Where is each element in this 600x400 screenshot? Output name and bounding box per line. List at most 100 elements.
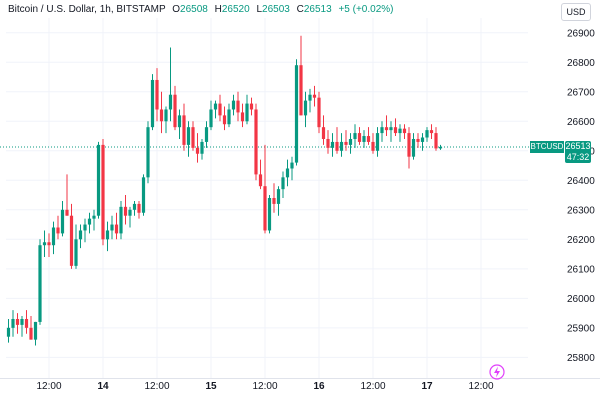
- candle-body: [56, 227, 60, 234]
- candle-body: [60, 209, 65, 234]
- y-tick-label: 25900: [567, 323, 595, 334]
- candle-body: [407, 133, 411, 157]
- candle-body: [357, 133, 362, 142]
- candle-body: [141, 177, 146, 213]
- candle-body: [92, 215, 96, 219]
- candle-body: [96, 144, 101, 216]
- candle-body: [227, 109, 231, 125]
- candle-body: [294, 65, 299, 163]
- candle-body: [308, 94, 312, 101]
- candle-body: [51, 227, 56, 246]
- candle-body: [267, 198, 272, 231]
- candle-body: [389, 127, 393, 131]
- candle-body: [47, 242, 51, 246]
- bar-countdown: 47:32: [566, 151, 590, 162]
- y-tick-label: 26800: [567, 58, 595, 69]
- currency-button[interactable]: USD: [561, 3, 591, 21]
- candle-body: [29, 327, 33, 340]
- y-tick-label: 25800: [567, 353, 595, 364]
- x-tick-label: 12:00: [252, 381, 277, 392]
- x-tick-label: 12:00: [360, 381, 385, 392]
- y-tick-label: 26900: [567, 28, 595, 39]
- candle-body: [272, 198, 276, 204]
- close-value: 26513: [303, 4, 332, 15]
- candle-body: [123, 206, 128, 216]
- candle-body: [186, 127, 191, 145]
- candle-body: [384, 127, 389, 131]
- candle-body: [191, 127, 195, 148]
- candle-body: [132, 203, 137, 210]
- candle-body: [254, 109, 258, 175]
- candle-body: [38, 245, 42, 322]
- candle-body: [69, 215, 74, 266]
- change-value: +5 (+0.02%): [338, 4, 394, 15]
- candle-body: [137, 203, 141, 213]
- candle-body: [380, 127, 384, 134]
- candle-body: [326, 138, 330, 148]
- candle-body: [285, 168, 290, 178]
- low-value: 26503: [262, 4, 290, 15]
- ohlc-legend: Bitcoin / U.S. Dollar, 1h, BITSTAMP O 265…: [8, 4, 393, 15]
- candle-body: [375, 133, 380, 151]
- candle-body: [348, 138, 353, 145]
- candle-body: [42, 242, 47, 246]
- open-label: O: [172, 4, 181, 15]
- candle-body: [209, 109, 213, 128]
- candle-body: [20, 318, 24, 325]
- x-tick-label: 12:00: [144, 381, 169, 392]
- candle-body: [182, 115, 186, 145]
- candle-body: [83, 224, 87, 231]
- candle-body: [245, 103, 249, 122]
- candle-body: [213, 103, 218, 110]
- y-tick-label: 26700: [567, 87, 595, 98]
- candle-body: [317, 97, 321, 128]
- candle-body: [335, 141, 339, 151]
- candle-body: [65, 209, 69, 216]
- candle-body: [240, 112, 245, 122]
- candle-body: [33, 321, 38, 340]
- candle-body: [249, 103, 254, 110]
- candle-body: [105, 230, 110, 240]
- candle-body: [429, 130, 434, 134]
- candle-body: [78, 230, 83, 240]
- candle-body: [128, 209, 132, 216]
- x-tick-label: 12:00: [36, 381, 61, 392]
- y-tick-label: 26200: [567, 235, 595, 246]
- candle-body: [299, 65, 303, 116]
- high-label: H: [214, 4, 222, 15]
- candle-body: [236, 100, 240, 113]
- candle-body: [353, 133, 357, 139]
- candle-body: [204, 127, 209, 142]
- candle-body: [11, 318, 15, 328]
- candle-body: [155, 79, 159, 110]
- last-price-badge: 26513 47:32: [565, 140, 591, 163]
- x-tick-label: 16: [313, 381, 325, 392]
- candle-body: [119, 206, 123, 234]
- x-tick-label: 15: [205, 381, 217, 392]
- y-tick-label: 26300: [567, 205, 595, 216]
- candle-body: [339, 141, 344, 151]
- candle-body: [303, 100, 308, 116]
- lightning-bolt-icon[interactable]: [489, 364, 505, 380]
- candle-body: [164, 109, 168, 122]
- candle-body: [276, 189, 281, 204]
- y-tick-label: 26100: [567, 264, 595, 275]
- candle-body: [402, 128, 407, 134]
- candle-body: [420, 137, 425, 142]
- candle-body: [371, 141, 375, 151]
- candle-body: [110, 224, 114, 231]
- symbol-title: Bitcoin / U.S. Dollar, 1h, BITSTAMP: [8, 4, 166, 15]
- candle-body: [312, 94, 317, 98]
- ticker-label: BTCUSD: [530, 140, 564, 153]
- candle-body: [366, 136, 371, 142]
- y-tick-label: 26400: [567, 176, 595, 187]
- last-price-value: 26513: [565, 140, 591, 151]
- candle-body: [200, 141, 204, 154]
- candle-body: [258, 174, 263, 187]
- candle-body: [290, 162, 294, 169]
- x-tick-label: 14: [97, 381, 109, 392]
- candle-body: [150, 79, 155, 128]
- candle-body: [173, 94, 177, 128]
